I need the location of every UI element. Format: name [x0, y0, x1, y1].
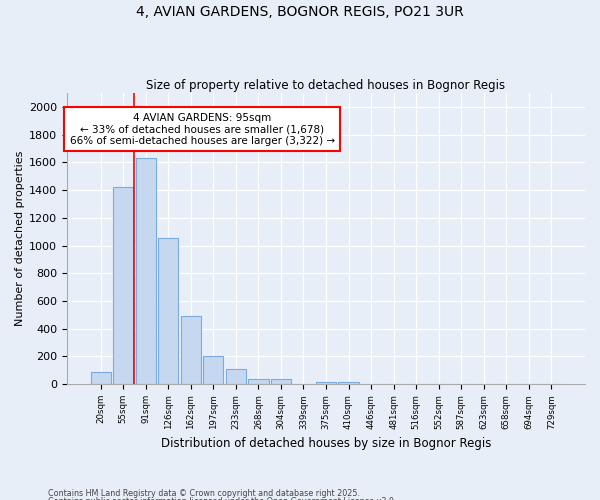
X-axis label: Distribution of detached houses by size in Bognor Regis: Distribution of detached houses by size … — [161, 437, 491, 450]
Text: Contains HM Land Registry data © Crown copyright and database right 2025.: Contains HM Land Registry data © Crown c… — [48, 488, 360, 498]
Bar — [271, 379, 291, 384]
Text: 4 AVIAN GARDENS: 95sqm
← 33% of detached houses are smaller (1,678)
66% of semi-: 4 AVIAN GARDENS: 95sqm ← 33% of detached… — [70, 112, 335, 146]
Bar — [136, 158, 156, 384]
Bar — [91, 372, 111, 384]
Bar — [203, 356, 223, 384]
Bar — [226, 369, 246, 384]
Bar — [158, 238, 178, 384]
Bar — [181, 316, 201, 384]
Title: Size of property relative to detached houses in Bognor Regis: Size of property relative to detached ho… — [146, 79, 506, 92]
Text: Contains public sector information licensed under the Open Government Licence v3: Contains public sector information licen… — [48, 497, 397, 500]
Bar — [316, 382, 336, 384]
Text: 4, AVIAN GARDENS, BOGNOR REGIS, PO21 3UR: 4, AVIAN GARDENS, BOGNOR REGIS, PO21 3UR — [136, 5, 464, 19]
Y-axis label: Number of detached properties: Number of detached properties — [15, 151, 25, 326]
Bar — [113, 188, 133, 384]
Bar — [338, 382, 359, 384]
Bar — [248, 378, 269, 384]
